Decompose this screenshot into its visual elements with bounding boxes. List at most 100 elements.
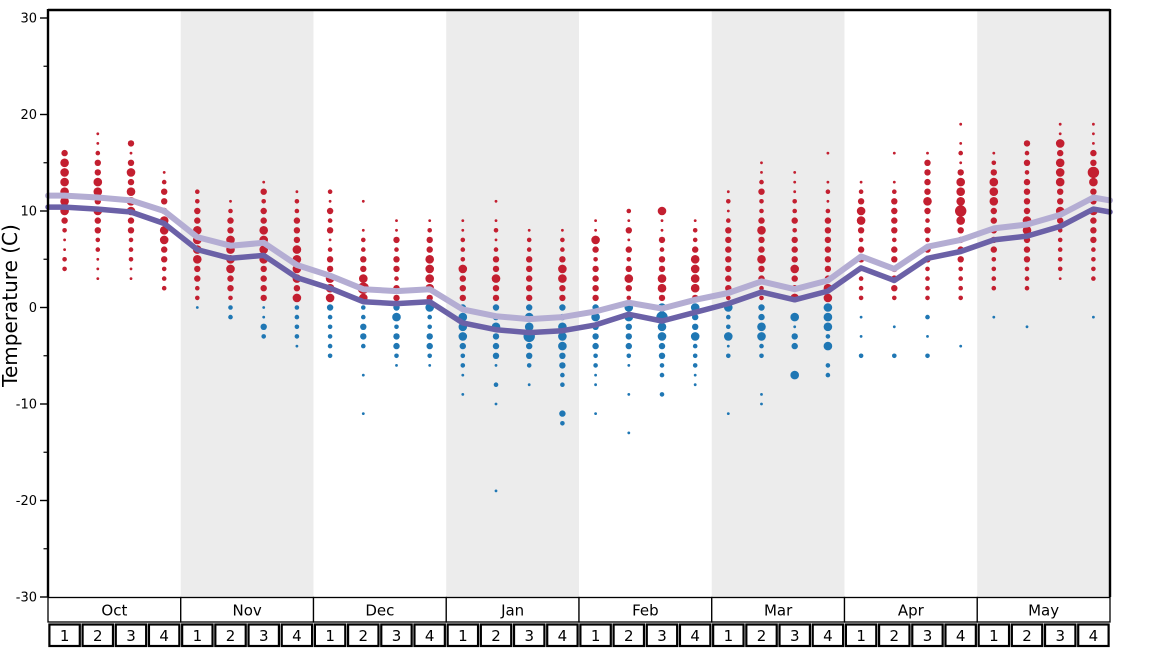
week-label-oct-1: 1	[60, 627, 70, 645]
below-zero-temp-dot	[526, 352, 533, 359]
week-cell-dec-4	[413, 623, 446, 648]
month-cell-feb	[578, 596, 713, 623]
above-zero-temp-dot	[925, 285, 930, 291]
above-zero-temp-dot	[625, 227, 632, 234]
above-zero-temp-dot	[161, 246, 168, 253]
above-zero-temp-dot	[93, 177, 103, 187]
below-zero-temp-dot	[494, 364, 498, 367]
week-cell-mar-3	[778, 623, 812, 648]
above-zero-temp-dot	[260, 188, 267, 195]
above-zero-temp-dot	[758, 188, 765, 195]
above-zero-temp-dot	[327, 189, 333, 194]
above-zero-temp-dot	[62, 228, 67, 233]
above-zero-temp-dot	[891, 256, 898, 263]
below-zero-temp-dot	[526, 342, 533, 350]
below-zero-temp-dot	[757, 322, 766, 332]
week-label-dec-1: 1	[325, 627, 335, 645]
below-zero-temp-dot	[659, 372, 665, 378]
week-label-nov-1: 1	[193, 627, 203, 645]
week-label-jan-4: 4	[558, 627, 568, 645]
above-zero-temp-dot	[627, 219, 631, 223]
above-zero-temp-dot	[858, 237, 864, 243]
above-zero-temp-dot	[1092, 122, 1095, 126]
month-cell-apr	[843, 596, 978, 623]
above-zero-temp-dot	[1023, 140, 1031, 147]
above-zero-temp-dot	[891, 246, 898, 253]
above-zero-temp-dot	[227, 285, 234, 292]
above-zero-temp-dot	[93, 187, 103, 196]
above-zero-temp-dot	[626, 208, 632, 214]
above-zero-temp-dot	[1023, 207, 1031, 215]
above-zero-temp-dot	[95, 150, 101, 156]
above-zero-temp-dot	[94, 217, 102, 224]
above-zero-temp-dot	[262, 180, 266, 184]
y-axis-title: Temperature (C)	[0, 224, 22, 388]
below-zero-temp-dot	[726, 353, 731, 359]
below-zero-temp-dot	[790, 370, 799, 380]
below-zero-temp-dot	[594, 373, 597, 377]
week-cell-feb-1	[579, 623, 612, 648]
below-zero-temp-dot	[759, 343, 764, 349]
above-zero-temp-dot	[989, 187, 999, 196]
below-zero-temp-dot	[559, 410, 566, 417]
below-zero-temp-dot	[326, 304, 334, 311]
above-zero-temp-dot	[260, 265, 267, 273]
above-zero-temp-dot	[226, 264, 235, 274]
above-zero-temp-dot	[625, 246, 632, 253]
below-zero-temp-dot	[592, 333, 599, 340]
above-zero-temp-dot	[327, 247, 333, 252]
above-zero-temp-dot	[958, 295, 963, 301]
above-zero-temp-dot	[957, 256, 964, 263]
below-zero-temp-dot	[823, 322, 833, 332]
above-zero-temp-dot	[824, 246, 832, 253]
above-zero-temp-dot	[892, 189, 897, 194]
above-zero-temp-dot	[159, 235, 169, 245]
month-label-apr: Apr	[898, 601, 925, 619]
above-zero-temp-dot	[725, 227, 732, 234]
above-zero-temp-dot	[1057, 217, 1064, 224]
above-zero-temp-dot	[592, 246, 599, 253]
above-zero-temp-dot	[856, 206, 866, 216]
below-zero-temp-dot	[492, 304, 500, 311]
below-zero-temp-dot	[526, 363, 532, 368]
below-zero-temp-dot	[758, 313, 765, 321]
week-label-oct-4: 4	[159, 627, 169, 645]
above-zero-temp-dot	[1055, 168, 1065, 177]
month-label-jan: Jan	[500, 601, 524, 619]
above-zero-temp-dot	[1055, 158, 1065, 168]
above-zero-temp-dot	[859, 180, 863, 184]
week-label-apr-2: 2	[890, 627, 900, 645]
above-zero-temp-dot	[361, 247, 366, 252]
above-zero-temp-dot	[858, 285, 864, 291]
above-zero-temp-dot	[725, 256, 732, 263]
below-zero-temp-dot	[558, 341, 567, 351]
above-zero-temp-dot	[592, 294, 599, 302]
below-zero-temp-dot	[790, 312, 799, 322]
above-zero-temp-dot	[760, 161, 763, 165]
avg-min-line	[45, 204, 1113, 336]
above-zero-temp-dot	[126, 187, 136, 196]
below-zero-temp-dot	[657, 332, 667, 341]
below-zero-temp-dot	[693, 373, 697, 377]
week-label-apr-3: 3	[923, 627, 933, 645]
month-cell-jan	[445, 596, 580, 623]
above-zero-temp-dot	[425, 254, 435, 264]
above-zero-temp-dot	[892, 295, 897, 301]
below-zero-temp-dot	[627, 393, 631, 396]
above-zero-temp-dot	[493, 247, 499, 252]
above-zero-temp-dot	[1023, 159, 1031, 166]
above-zero-temp-dot	[990, 246, 997, 253]
above-zero-temp-dot	[760, 171, 763, 174]
above-zero-temp-dot	[824, 217, 832, 224]
below-zero-temp-dot	[327, 314, 333, 320]
week-cell-apr-2	[877, 623, 911, 648]
above-zero-temp-dot	[194, 265, 201, 273]
above-zero-temp-dot	[990, 207, 997, 215]
week-cell-mar-1	[712, 623, 745, 648]
above-zero-temp-dot	[492, 265, 500, 273]
above-zero-temp-dot	[295, 190, 299, 194]
above-zero-temp-dot	[1090, 159, 1097, 166]
above-zero-temp-dot	[395, 228, 398, 232]
above-zero-temp-dot	[857, 198, 865, 205]
above-zero-temp-dot	[1022, 226, 1032, 235]
